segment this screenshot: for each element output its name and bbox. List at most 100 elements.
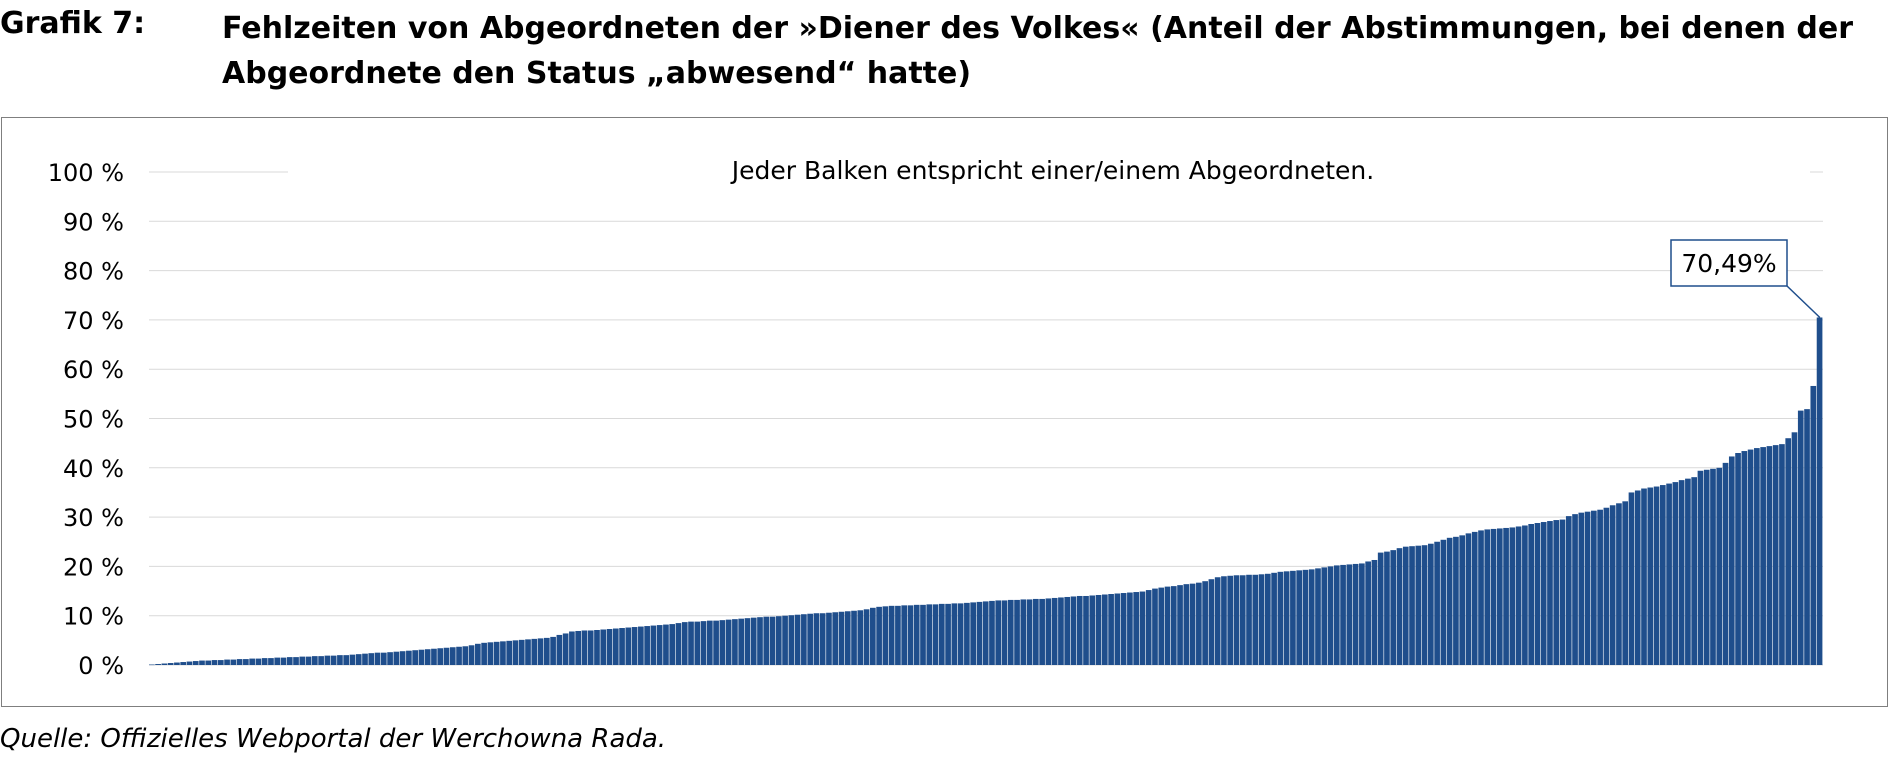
- bar: [1064, 596, 1071, 665]
- bar: [475, 643, 481, 665]
- bar: [1559, 519, 1566, 665]
- bar: [224, 659, 230, 665]
- bar: [1402, 546, 1409, 665]
- bar: [493, 641, 500, 665]
- bar: [192, 661, 199, 665]
- bar: [1014, 599, 1020, 665]
- bar: [982, 601, 989, 665]
- bar: [1691, 477, 1698, 665]
- bar: [1377, 552, 1384, 665]
- bar: [418, 649, 425, 665]
- bar: [1246, 574, 1252, 665]
- bar: [550, 636, 556, 665]
- bar: [1114, 593, 1121, 665]
- bar: [1428, 543, 1434, 665]
- bar: [569, 631, 575, 665]
- bar: [1603, 507, 1610, 665]
- bar: [1697, 470, 1704, 665]
- bar: [612, 628, 619, 665]
- bar: [1515, 526, 1522, 665]
- bar: [343, 655, 350, 665]
- bar: [318, 656, 324, 665]
- bar: [1459, 535, 1466, 665]
- bar: [750, 617, 757, 665]
- bar: [656, 625, 663, 665]
- bar: [901, 605, 908, 665]
- bar: [775, 616, 782, 665]
- bar: [512, 640, 519, 665]
- bar: [581, 630, 588, 665]
- bar: [1453, 536, 1459, 665]
- bar: [1139, 591, 1146, 665]
- bar: [1703, 469, 1710, 665]
- bar: [1710, 468, 1716, 665]
- y-tick-label: 10 %: [63, 603, 124, 631]
- bar: [876, 606, 882, 665]
- bar: [638, 626, 644, 665]
- bar: [1634, 490, 1641, 665]
- bar: [1352, 563, 1359, 665]
- bar: [1503, 527, 1509, 665]
- callout-box: [1670, 239, 1788, 287]
- bar: [174, 662, 180, 665]
- bar: [938, 603, 945, 665]
- bar: [782, 615, 788, 665]
- bar: [1478, 530, 1484, 665]
- bar: [1534, 523, 1541, 665]
- bar: [1810, 385, 1817, 665]
- bar: [1315, 568, 1321, 665]
- y-tick-label: 60 %: [63, 356, 124, 384]
- bar: [700, 621, 707, 665]
- bar: [619, 628, 625, 665]
- bar: [744, 618, 751, 665]
- bar: [1271, 572, 1277, 665]
- bar: [1628, 492, 1635, 665]
- bar: [1465, 533, 1472, 665]
- bar: [481, 642, 487, 665]
- bar: [813, 613, 820, 665]
- bar: [280, 657, 287, 665]
- bar: [1678, 480, 1685, 666]
- bar: [167, 663, 174, 665]
- bar: [844, 611, 851, 665]
- bar: [312, 656, 318, 665]
- bar: [186, 661, 193, 665]
- bar: [1754, 448, 1760, 665]
- bar: [1716, 467, 1723, 665]
- bar: [1797, 410, 1804, 665]
- bar: [531, 638, 538, 665]
- bar: [725, 619, 732, 665]
- callout-leader-line: [1786, 285, 1821, 319]
- bar: [1685, 478, 1691, 665]
- bar: [1145, 590, 1152, 665]
- bar: [293, 657, 299, 665]
- bar: [951, 603, 958, 666]
- bars: [149, 317, 1823, 666]
- bar: [286, 657, 293, 665]
- bar: [525, 639, 531, 665]
- bar: [330, 655, 337, 665]
- bar: [995, 600, 1002, 665]
- bar: [832, 612, 839, 665]
- bar: [932, 604, 939, 665]
- bar: [543, 637, 550, 665]
- bar: [305, 656, 312, 665]
- bar: [1321, 567, 1328, 665]
- bar: [801, 614, 807, 665]
- bar: [920, 604, 926, 665]
- bar: [1108, 594, 1114, 665]
- bar: [230, 659, 237, 665]
- bar: [1020, 599, 1027, 665]
- bar: [1308, 569, 1315, 665]
- bar: [1095, 594, 1102, 665]
- bar: [1766, 446, 1773, 665]
- bar: [1415, 545, 1422, 665]
- y-tick-label: 40 %: [63, 455, 124, 483]
- bar: [1622, 501, 1629, 665]
- bar: [487, 642, 494, 665]
- bar: [1804, 409, 1810, 665]
- bar: [1565, 516, 1572, 665]
- bar: [757, 617, 763, 665]
- y-tick-label: 80 %: [63, 258, 124, 286]
